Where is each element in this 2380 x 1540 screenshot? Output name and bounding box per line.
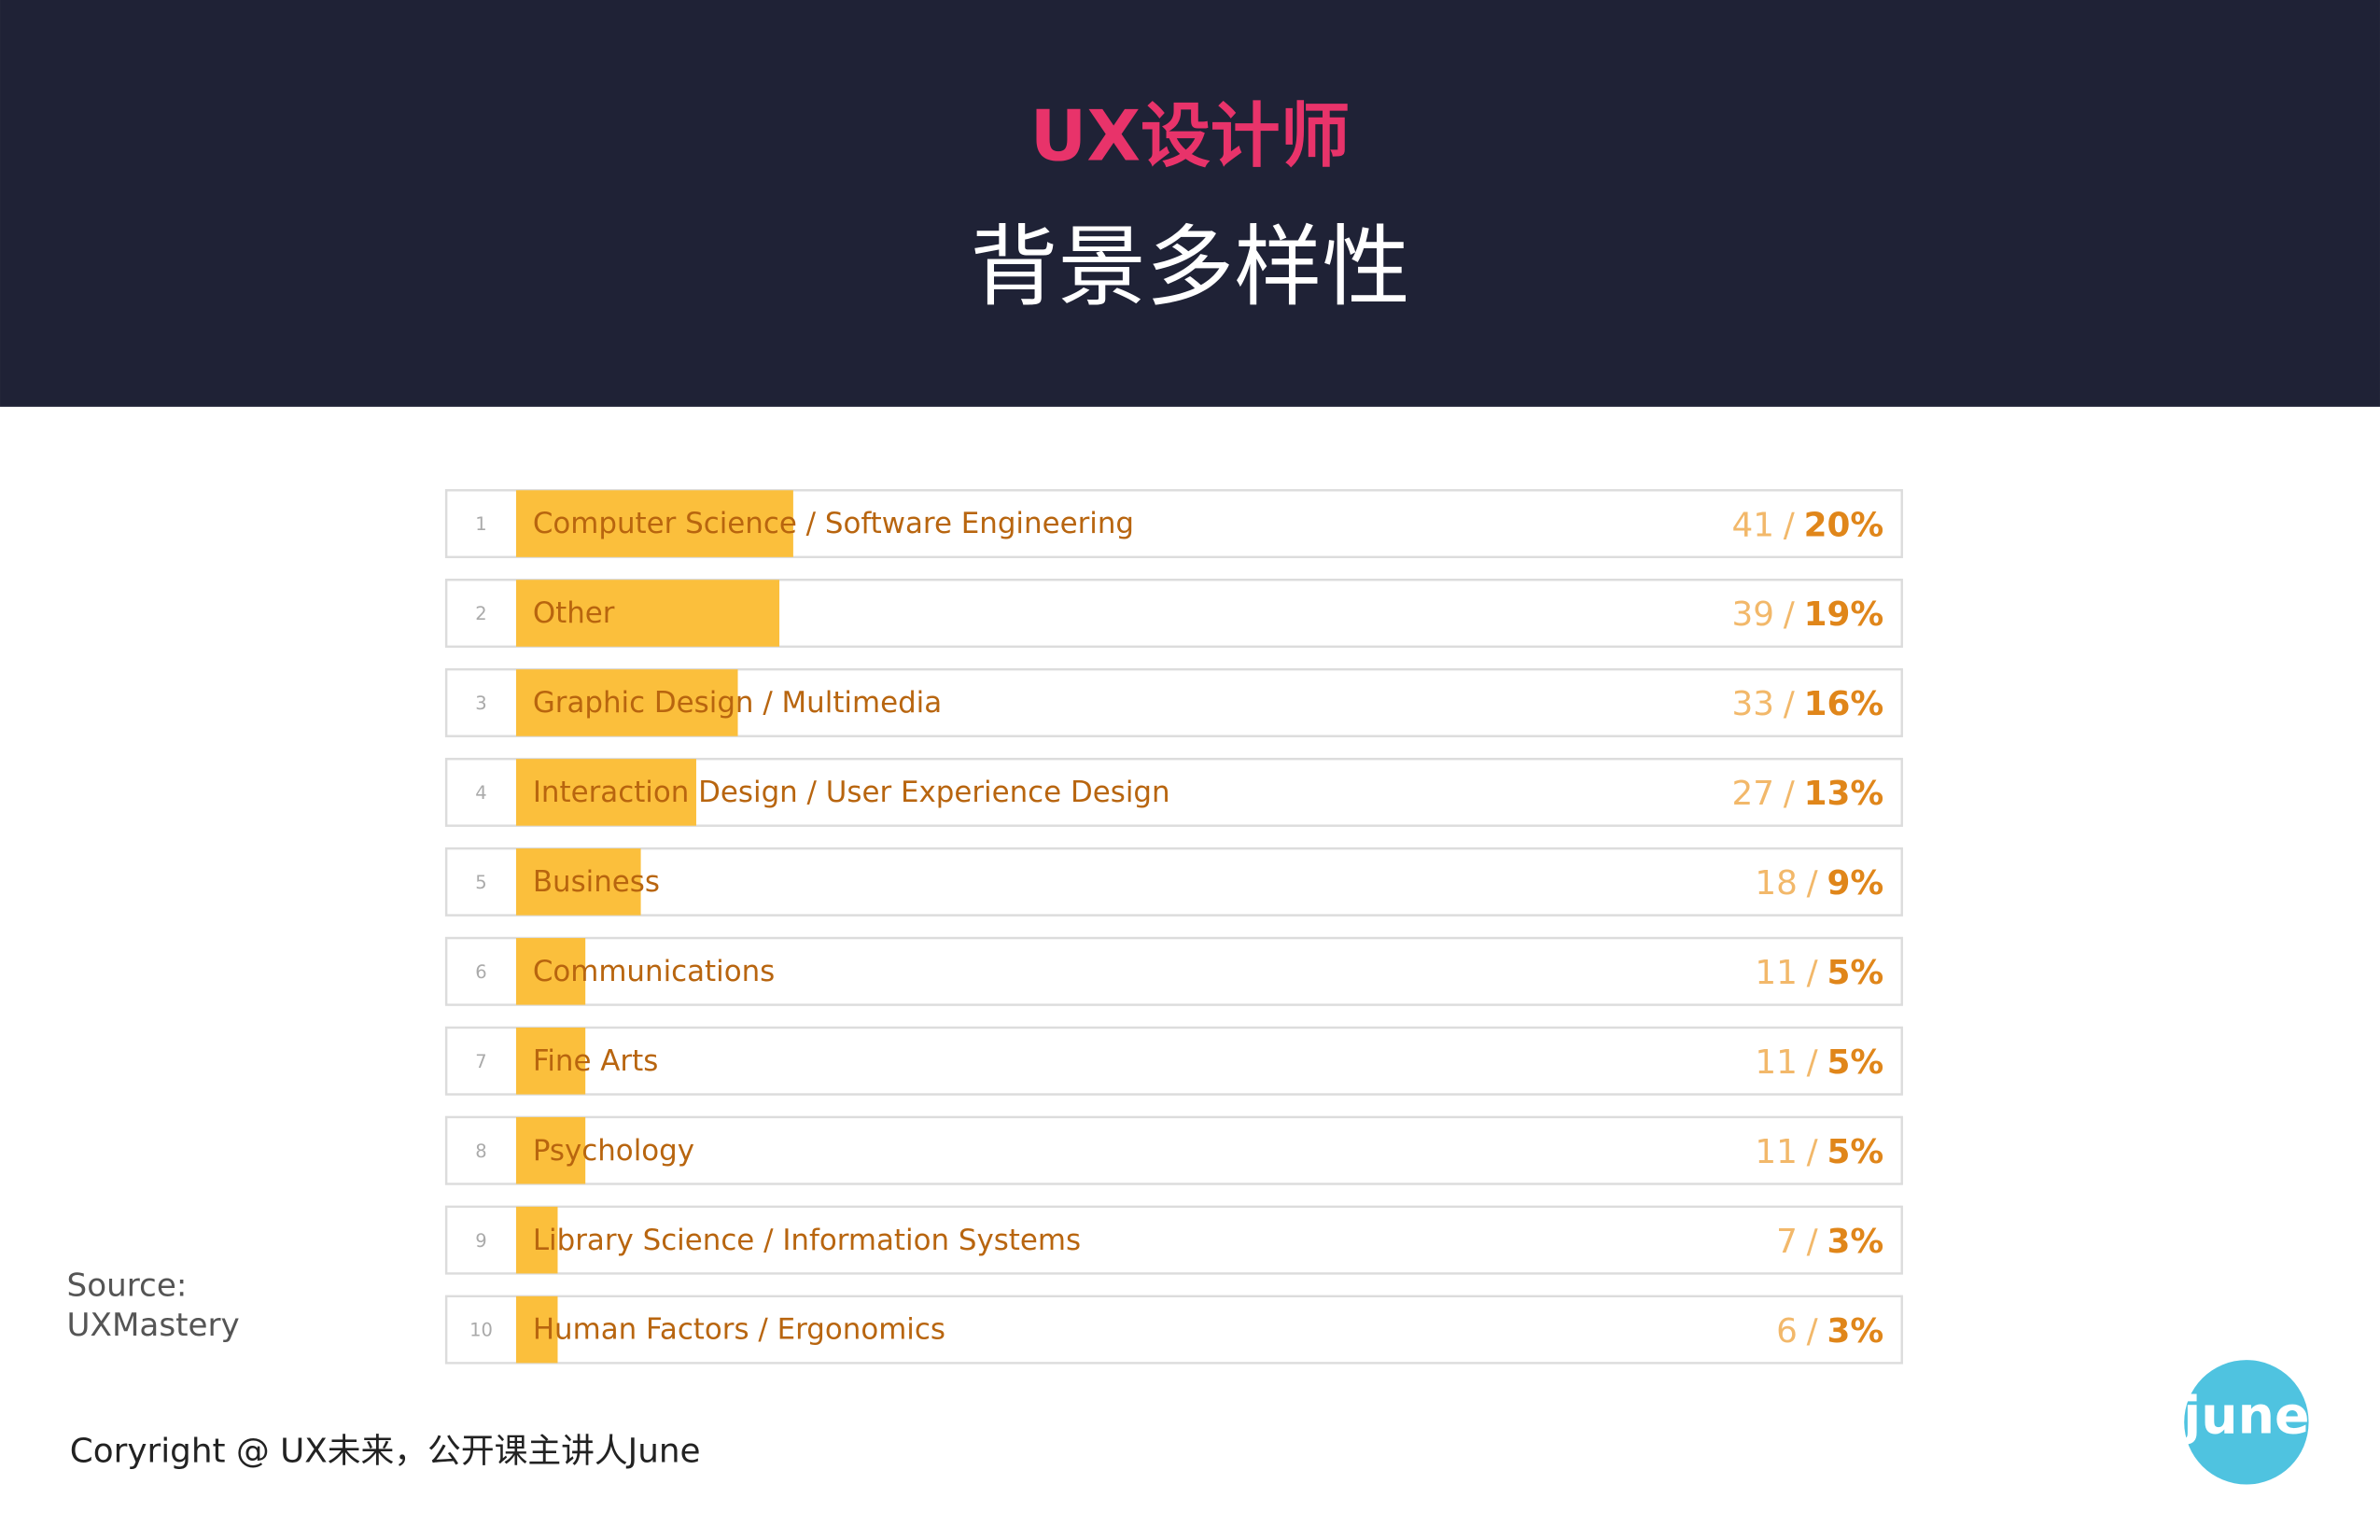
category-label: Library Science / Information Systems [533, 1224, 1081, 1257]
chart: 1 Computer Science / Software Engineering… [444, 489, 1903, 1365]
value-label: 11/5% [1755, 1133, 1883, 1171]
rank: 5 [475, 872, 486, 893]
category-label: Computer Science / Software Engineering [533, 507, 1134, 540]
bar [515, 580, 780, 647]
percent: 9% [1827, 864, 1883, 903]
rank: 10 [469, 1320, 493, 1341]
separator: / [1784, 685, 1796, 723]
category-label: Other [533, 596, 615, 630]
separator: / [1807, 954, 1819, 992]
separator: / [1807, 864, 1819, 903]
count: 11 [1755, 1133, 1798, 1171]
rank: 7 [475, 1051, 486, 1072]
count: 6 [1776, 1312, 1798, 1351]
percent: 3% [1827, 1312, 1883, 1351]
subtitle: 背景多样性 [970, 217, 1410, 319]
count: 39 [1731, 595, 1774, 634]
source-name: UXMastery [67, 1307, 240, 1344]
percent: 5% [1827, 1043, 1883, 1082]
rank: 6 [475, 961, 486, 983]
percent: 13% [1804, 775, 1884, 813]
percent: 5% [1827, 1133, 1883, 1171]
percent: 3% [1827, 1223, 1883, 1261]
separator: / [1807, 1223, 1819, 1261]
count: 41 [1731, 506, 1774, 544]
bar [515, 1295, 558, 1364]
value-label: 7/3% [1776, 1223, 1883, 1261]
bar [515, 759, 696, 826]
separator: / [1784, 775, 1796, 813]
row-frame [444, 1115, 1903, 1185]
separator: / [1784, 595, 1796, 634]
value-label: 11/5% [1755, 954, 1883, 992]
category-label: Fine Arts [533, 1044, 658, 1078]
copyright: Coryright @ UX未来，公开课主讲人June [70, 1432, 701, 1470]
count: 18 [1755, 864, 1798, 903]
count: 11 [1755, 954, 1798, 992]
value-label: 27 /13% [1731, 775, 1883, 813]
row-frame [444, 936, 1903, 1006]
category-label: Interaction Design / User Experience Des… [533, 776, 1170, 809]
count: 33 [1731, 685, 1774, 723]
value-label: 18/9% [1755, 864, 1883, 903]
value-label: 33 /16% [1731, 685, 1883, 723]
category-label: Human Factors / Ergonomics [533, 1313, 945, 1347]
count: 11 [1755, 1043, 1798, 1082]
row-frame [444, 1205, 1903, 1275]
bar [515, 1116, 586, 1184]
value-label: 41 /20% [1731, 506, 1883, 544]
rank: 4 [475, 782, 486, 804]
title: UX设计师 [1030, 96, 1351, 177]
rank: 9 [475, 1230, 486, 1252]
value-label: 6/3% [1776, 1312, 1883, 1351]
logo-text: june [2181, 1387, 2309, 1447]
bar [515, 669, 738, 736]
separator: / [1807, 1312, 1819, 1351]
category-label: Communications [533, 955, 775, 988]
bar [515, 938, 586, 1005]
category-label: Business [533, 865, 660, 899]
row-frame [444, 847, 1903, 917]
separator: / [1807, 1043, 1819, 1082]
bar [515, 490, 793, 557]
bar [515, 1206, 558, 1274]
rank: 8 [475, 1141, 486, 1162]
rank: 3 [475, 693, 486, 714]
bar [515, 1027, 586, 1095]
row-frame [444, 1026, 1903, 1096]
source-label: Source: [67, 1267, 188, 1305]
header-band [0, 0, 2380, 407]
percent: 19% [1804, 595, 1884, 634]
value-label: 11/5% [1755, 1043, 1883, 1082]
category-label: Psychology [533, 1134, 694, 1168]
count: 7 [1776, 1223, 1798, 1261]
bar [515, 848, 641, 916]
percent: 5% [1827, 954, 1883, 992]
rank: 1 [475, 513, 486, 535]
separator: / [1784, 506, 1796, 544]
category-label: Graphic Design / Multimedia [533, 686, 942, 720]
row-frame [444, 1295, 1903, 1365]
percent: 20% [1804, 506, 1884, 544]
count: 27 [1731, 775, 1774, 813]
percent: 16% [1804, 685, 1884, 723]
logo-circle [2184, 1360, 2309, 1485]
separator: / [1807, 1133, 1819, 1171]
value-label: 39 /19% [1731, 595, 1883, 634]
rank: 2 [475, 603, 486, 624]
